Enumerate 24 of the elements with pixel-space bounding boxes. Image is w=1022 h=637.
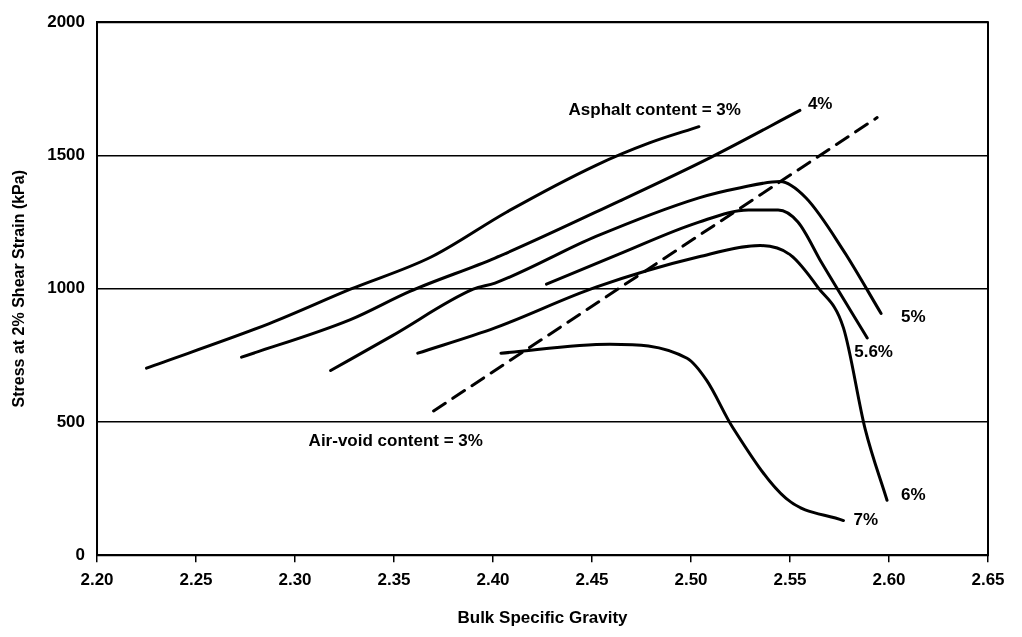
x-tick-label: 2.25 xyxy=(179,570,213,590)
x-tick-label: 2.20 xyxy=(80,570,114,590)
series-label: Asphalt content = 3% xyxy=(568,100,741,120)
x-axis-title: Bulk Specific Gravity xyxy=(457,608,629,628)
y-tick-label: 1500 xyxy=(47,145,86,165)
x-tick-label: 2.35 xyxy=(377,570,411,590)
y-tick-label: 0 xyxy=(75,544,86,564)
series-label: 6% xyxy=(901,484,926,504)
series-label: 7% xyxy=(853,510,879,530)
series-label: 5.6% xyxy=(854,341,893,361)
x-tick-label: 2.30 xyxy=(278,570,312,590)
text: Air-void content = 3% xyxy=(308,430,483,450)
y-tick-label: 2000 xyxy=(47,11,86,31)
y-axis-title: Stress at 2% Shear Strain (kPa) xyxy=(10,169,28,408)
series-label: 5% xyxy=(901,307,926,327)
x-tick-label: 2.55 xyxy=(773,570,807,590)
y-tick-label: 1000 xyxy=(47,278,86,298)
x-tick-label: 2.40 xyxy=(476,570,510,590)
x-tick-label: 2.50 xyxy=(674,570,708,590)
x-tick-label: 2.45 xyxy=(575,570,609,590)
y-tick-label: 500 xyxy=(56,411,86,431)
x-tick-label: 2.65 xyxy=(971,570,1005,590)
x-tick-label: 2.60 xyxy=(872,570,906,590)
series-label: 4% xyxy=(807,94,833,114)
